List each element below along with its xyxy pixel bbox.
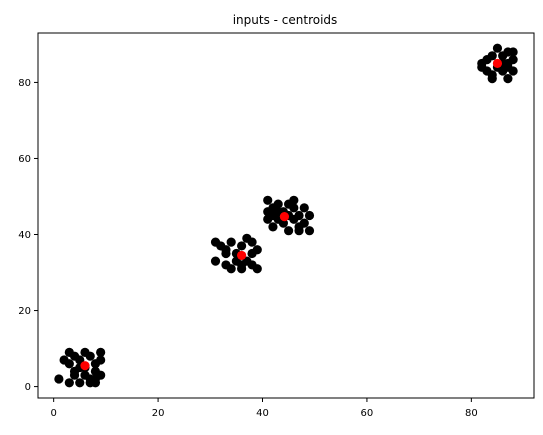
data-point <box>492 43 503 53</box>
data-point <box>221 248 231 259</box>
data-point <box>273 199 283 209</box>
data-point <box>503 74 513 84</box>
data-point <box>294 210 304 221</box>
data-point <box>226 237 236 247</box>
plot-area <box>54 43 518 388</box>
data-point <box>96 355 106 365</box>
data-point <box>289 203 299 213</box>
data-point <box>69 366 80 376</box>
data-point <box>294 226 304 236</box>
series-0 <box>54 43 518 388</box>
data-point <box>304 210 315 221</box>
data-point <box>247 237 257 247</box>
centroid-point <box>279 212 290 222</box>
y-tick-label: 40 <box>18 230 31 241</box>
data-point <box>273 207 283 217</box>
data-point <box>54 374 64 384</box>
data-point <box>64 359 74 369</box>
centroid-point <box>80 361 90 371</box>
data-point <box>299 203 309 213</box>
x-tick-label: 60 <box>361 408 374 419</box>
series-1 <box>80 58 503 371</box>
data-point <box>508 55 518 65</box>
data-point <box>487 74 497 84</box>
data-point <box>304 226 315 236</box>
y-tick-label: 0 <box>25 382 31 393</box>
data-point <box>252 245 262 255</box>
x-tick-label: 40 <box>256 408 269 419</box>
data-point <box>210 256 221 266</box>
x-tick-label: 0 <box>50 408 56 419</box>
y-tick-label: 60 <box>18 154 31 165</box>
axes: 0 20 40 60 80 0 20 40 60 80 <box>18 32 535 419</box>
data-point <box>289 195 299 205</box>
data-point <box>237 241 247 251</box>
data-point <box>284 226 294 236</box>
data-point <box>90 374 101 384</box>
data-point <box>508 47 518 57</box>
data-point <box>85 351 95 361</box>
data-point <box>487 51 497 61</box>
chart-title: inputs - centroids <box>233 13 338 27</box>
data-point <box>226 264 236 274</box>
data-point <box>299 218 309 228</box>
centroid-point <box>237 250 247 261</box>
y-tick-label: 20 <box>18 306 31 317</box>
axes-frame <box>37 32 535 399</box>
x-tick-label: 20 <box>152 408 165 419</box>
data-point <box>252 264 262 274</box>
y-tick-label: 80 <box>18 78 31 89</box>
data-point <box>263 195 273 205</box>
centroid-point <box>492 58 503 69</box>
data-point <box>96 347 106 357</box>
data-point <box>237 260 247 270</box>
data-point <box>268 222 278 232</box>
x-tick-label: 80 <box>465 408 478 419</box>
data-point <box>75 378 85 388</box>
data-point <box>64 378 74 388</box>
